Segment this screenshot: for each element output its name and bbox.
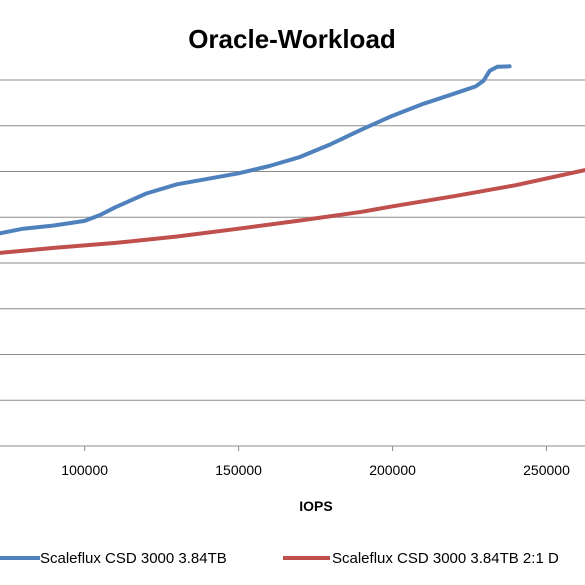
x-tick-label: 250000 [523, 462, 570, 478]
series-line-2 [0, 168, 585, 255]
series-line-1 [0, 64, 512, 236]
legend-label-series-2: Scaleflux CSD 3000 3.84TB 2:1 D [332, 550, 559, 567]
x-tick-marks [84, 446, 548, 451]
gridlines [0, 79, 585, 401]
legend: Scaleflux CSD 3000 3.84TB Scaleflux CSD … [0, 550, 559, 567]
x-tick-label: 150000 [215, 462, 262, 478]
legend-label-series-1: Scaleflux CSD 3000 3.84TB [40, 550, 227, 567]
x-tick-label: 100000 [61, 462, 108, 478]
x-axis-label: IOPS [299, 498, 332, 514]
x-tick-labels: 100000 150000 200000 250000 [61, 462, 570, 478]
chart-title: Oracle-Workload [188, 24, 396, 54]
series-lines [0, 64, 585, 255]
x-tick-label: 200000 [369, 462, 416, 478]
